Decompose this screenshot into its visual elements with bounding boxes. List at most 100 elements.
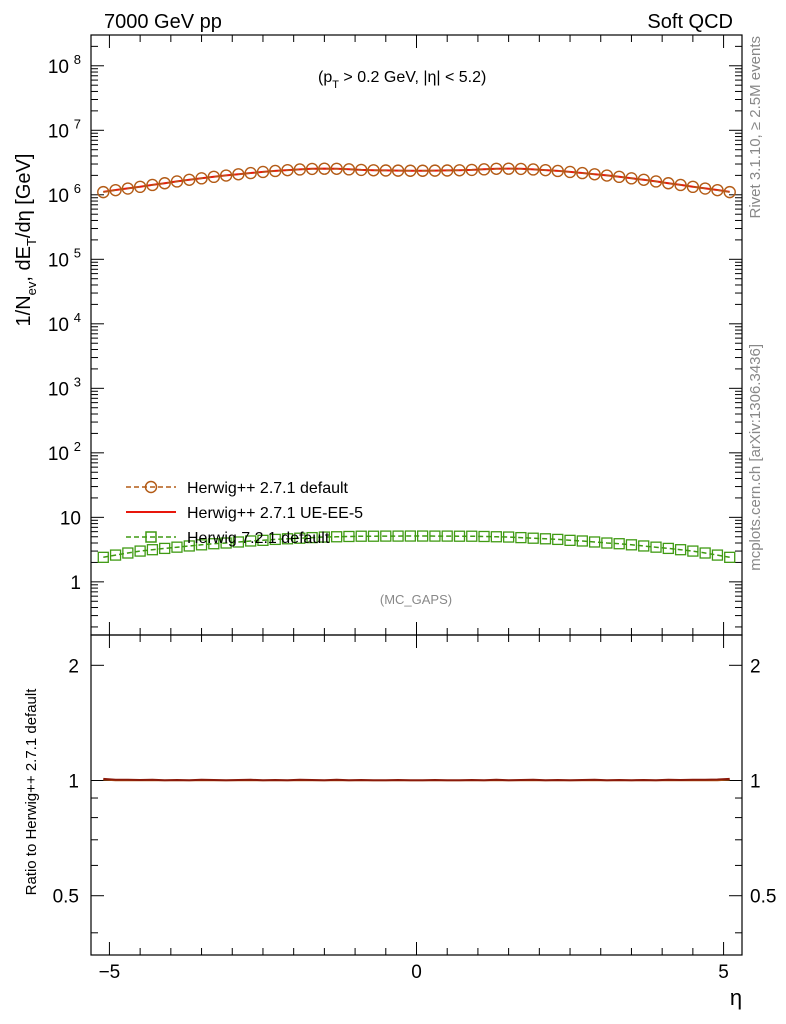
data-point-herwig7-default (404, 530, 417, 542)
data-point-herwigpp-default (441, 164, 454, 177)
legend: Herwig++ 2.7.1 default Herwig++ 2.7.1 UE… (126, 480, 363, 547)
data-point-herwigpp-default (502, 162, 515, 175)
data-point-herwig7-default (662, 542, 674, 555)
x-tick-label: 5 (718, 962, 729, 983)
mcplots-label: mcplots.cern.ch [arXiv:1306.3436] (747, 344, 764, 571)
data-layer (97, 162, 736, 563)
x-axis-label: η (730, 985, 742, 1010)
main-y-tick-label-base: 10 (48, 444, 69, 465)
ratio-y-tick-label-right: 0.5 (750, 887, 776, 908)
data-point-herwig7-default (699, 547, 711, 559)
data-point-herwig7-default (625, 539, 638, 551)
data-point-herwigpp-default (514, 162, 528, 176)
data-point-herwig7-default (331, 531, 343, 543)
main-y-tick-label: 1 (70, 573, 81, 594)
data-point-herwig7-default (134, 545, 146, 557)
data-point-herwigpp-default (612, 170, 626, 184)
data-point-herwig7-default (539, 533, 552, 545)
data-point-herwig7-default (588, 536, 601, 548)
data-point-herwig7-default (355, 530, 367, 542)
main-y-tick-label: 10 (48, 250, 69, 271)
data-point-herwigpp-default (490, 162, 503, 175)
ratio-layer (91, 777, 742, 782)
data-point-herwig7-default (183, 540, 195, 552)
data-point-herwigpp-default (600, 169, 614, 182)
data-point-herwigpp-default (404, 164, 417, 177)
data-point-herwigpp-default (416, 164, 429, 177)
data-point-herwigpp-default (146, 178, 159, 192)
data-point-herwigpp-default (281, 163, 294, 177)
data-point-herwigpp-default (662, 177, 675, 190)
data-point-herwigpp-default (674, 178, 687, 192)
data-point-herwigpp-default (649, 175, 663, 188)
legend-entry-herwigpp-default: Herwig++ 2.7.1 default (126, 480, 349, 497)
data-point-herwig7-default (502, 531, 515, 543)
data-point-herwig7-default (245, 535, 257, 547)
data-point-herwig7-default (416, 530, 429, 542)
data-point-herwigpp-default (97, 185, 110, 199)
x-tick-label: 0 (411, 962, 422, 983)
data-point-herwig7-default (294, 532, 306, 544)
data-point-herwig7-default (159, 542, 171, 555)
main-y-tick-label-exponent: 5 (74, 245, 81, 260)
main-y-tick-label-base: 10 (48, 315, 69, 336)
legend-entry-herwig7-default: Herwig 7.2.1 default (126, 530, 330, 547)
ylabel-sub-ev: ev (24, 281, 39, 295)
data-point-herwigpp-default (379, 164, 392, 177)
data-point-herwigpp-default (269, 164, 282, 178)
cut-prefix: (p (318, 69, 332, 86)
data-point-herwig7-default (269, 533, 281, 546)
main-y-tick-label-exponent: 6 (74, 181, 81, 196)
ylabel-part-c: /dη [GeV] (13, 154, 35, 239)
data-point-herwig7-default (564, 534, 576, 546)
legend-marker-herwigpp-default (144, 480, 158, 494)
data-point-herwigpp-default (723, 185, 736, 199)
data-point-herwig7-default (281, 533, 294, 545)
data-point-herwigpp-default (207, 170, 221, 184)
main-y-tick-label-base: 10 (48, 121, 69, 142)
data-point-herwigpp-default (170, 175, 184, 188)
data-point-herwig7-default (515, 531, 527, 544)
data-point-herwig7-default (453, 530, 466, 542)
data-point-herwigpp-default (232, 168, 245, 181)
data-point-herwigpp-default (293, 163, 307, 176)
data-point-herwigpp-default (465, 163, 478, 177)
main-y-tick-label-base: 10 (48, 250, 69, 271)
main-y-tick-label-exponent: 4 (74, 310, 81, 325)
main-y-tick-label-exponent: 8 (74, 52, 81, 67)
data-point-herwigpp-default (109, 183, 122, 197)
data-point-herwig7-default (220, 537, 232, 549)
ylabel-part-a: 1/N (13, 295, 35, 326)
data-point-herwigpp-default (637, 173, 650, 186)
collision-label: 7000 GeV pp (104, 11, 222, 33)
data-point-herwig7-default (171, 541, 183, 553)
data-point-herwigpp-default (367, 164, 380, 177)
main-y-axis-label: 1/Nev, dET/dη [GeV] (13, 154, 39, 327)
ratio-y-tick-label: 0.5 (53, 887, 79, 908)
data-point-herwigpp-default (539, 163, 552, 177)
data-point-herwig7-default (601, 537, 613, 549)
data-point-herwig7-default (122, 547, 134, 559)
data-point-herwig7-default (380, 530, 392, 542)
cut-annotation: (pT > 0.2 GeV, |η| < 5.2) (318, 69, 486, 91)
data-point-herwig7-default (429, 530, 441, 542)
data-point-herwigpp-default (355, 163, 368, 177)
rivet-version-label: Rivet 3.1.10, ≥ 2.5M events (747, 36, 764, 219)
main-y-tick-label: 10 (60, 508, 81, 529)
data-point-herwig7-default (343, 530, 355, 543)
ratio-y-tick-label: 1 (68, 772, 79, 793)
series-line-herwigpp-default (103, 168, 730, 193)
data-point-herwig7-default (441, 530, 453, 542)
data-point-herwigpp-default (698, 182, 712, 195)
data-point-herwigpp-default (576, 166, 589, 180)
ylabel-part-b: , dE (13, 246, 35, 282)
legend-label-herwig7-default: Herwig 7.2.1 default (187, 530, 330, 547)
data-point-herwigpp-default (305, 162, 319, 176)
data-point-herwig7-default (674, 544, 687, 556)
data-point-herwig7-default (392, 530, 404, 542)
data-point-herwigpp-default (625, 172, 638, 185)
data-point-herwigpp-default (183, 173, 196, 186)
legend-label-herwigpp-default: Herwig++ 2.7.1 default (187, 480, 349, 497)
analysis-label: (MC_GAPS) (380, 592, 452, 607)
